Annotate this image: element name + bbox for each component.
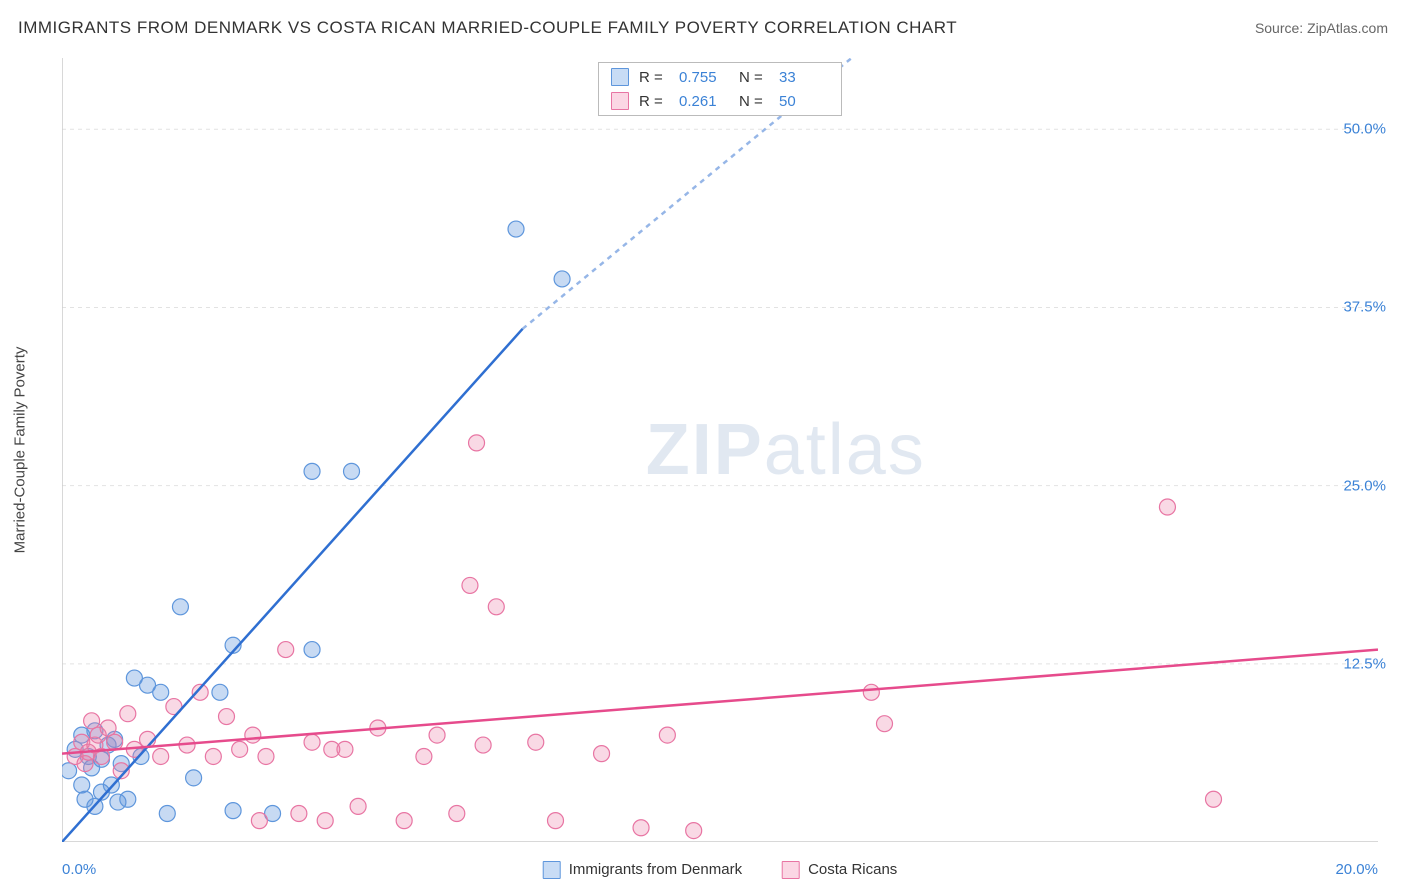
stat-row: R = 0.755 N = 33 <box>599 65 841 89</box>
y-tick-label: 37.5% <box>1343 299 1386 316</box>
y-tick-label: 12.5% <box>1343 655 1386 672</box>
stat-n-value: 33 <box>779 69 829 86</box>
legend-label: Costa Ricans <box>808 861 897 878</box>
chart-source: Source: ZipAtlas.com <box>1255 20 1388 36</box>
x-legend: Immigrants from Denmark Costa Ricans <box>543 861 898 879</box>
legend-swatch <box>782 861 800 879</box>
legend-swatch <box>543 861 561 879</box>
chart-plot-area: Married-Couple Family Poverty ZIPatlas 1… <box>62 58 1378 842</box>
y-axis-label: Married-Couple Family Poverty <box>12 347 29 554</box>
stat-r-value: 0.261 <box>679 93 729 110</box>
legend-item: Immigrants from Denmark <box>543 861 742 879</box>
y-tick-label: 50.0% <box>1343 121 1386 138</box>
legend-label: Immigrants from Denmark <box>569 861 742 878</box>
stat-n-label: N = <box>739 69 769 86</box>
stat-r-label: R = <box>639 69 669 86</box>
watermark: ZIPatlas <box>646 409 926 491</box>
stat-r-value: 0.755 <box>679 69 729 86</box>
stat-swatch <box>611 68 629 86</box>
stat-n-value: 50 <box>779 93 829 110</box>
stat-n-label: N = <box>739 93 769 110</box>
x-axis-max: 20.0% <box>1335 861 1378 878</box>
stat-swatch <box>611 92 629 110</box>
correlation-stat-box: R = 0.755 N = 33 R = 0.261 N = 50 <box>598 62 842 116</box>
stat-row: R = 0.261 N = 50 <box>599 89 841 113</box>
legend-item: Costa Ricans <box>782 861 897 879</box>
stat-r-label: R = <box>639 93 669 110</box>
chart-title: IMMIGRANTS FROM DENMARK VS COSTA RICAN M… <box>18 18 957 38</box>
y-tick-label: 25.0% <box>1343 477 1386 494</box>
x-axis-min: 0.0% <box>62 861 96 878</box>
